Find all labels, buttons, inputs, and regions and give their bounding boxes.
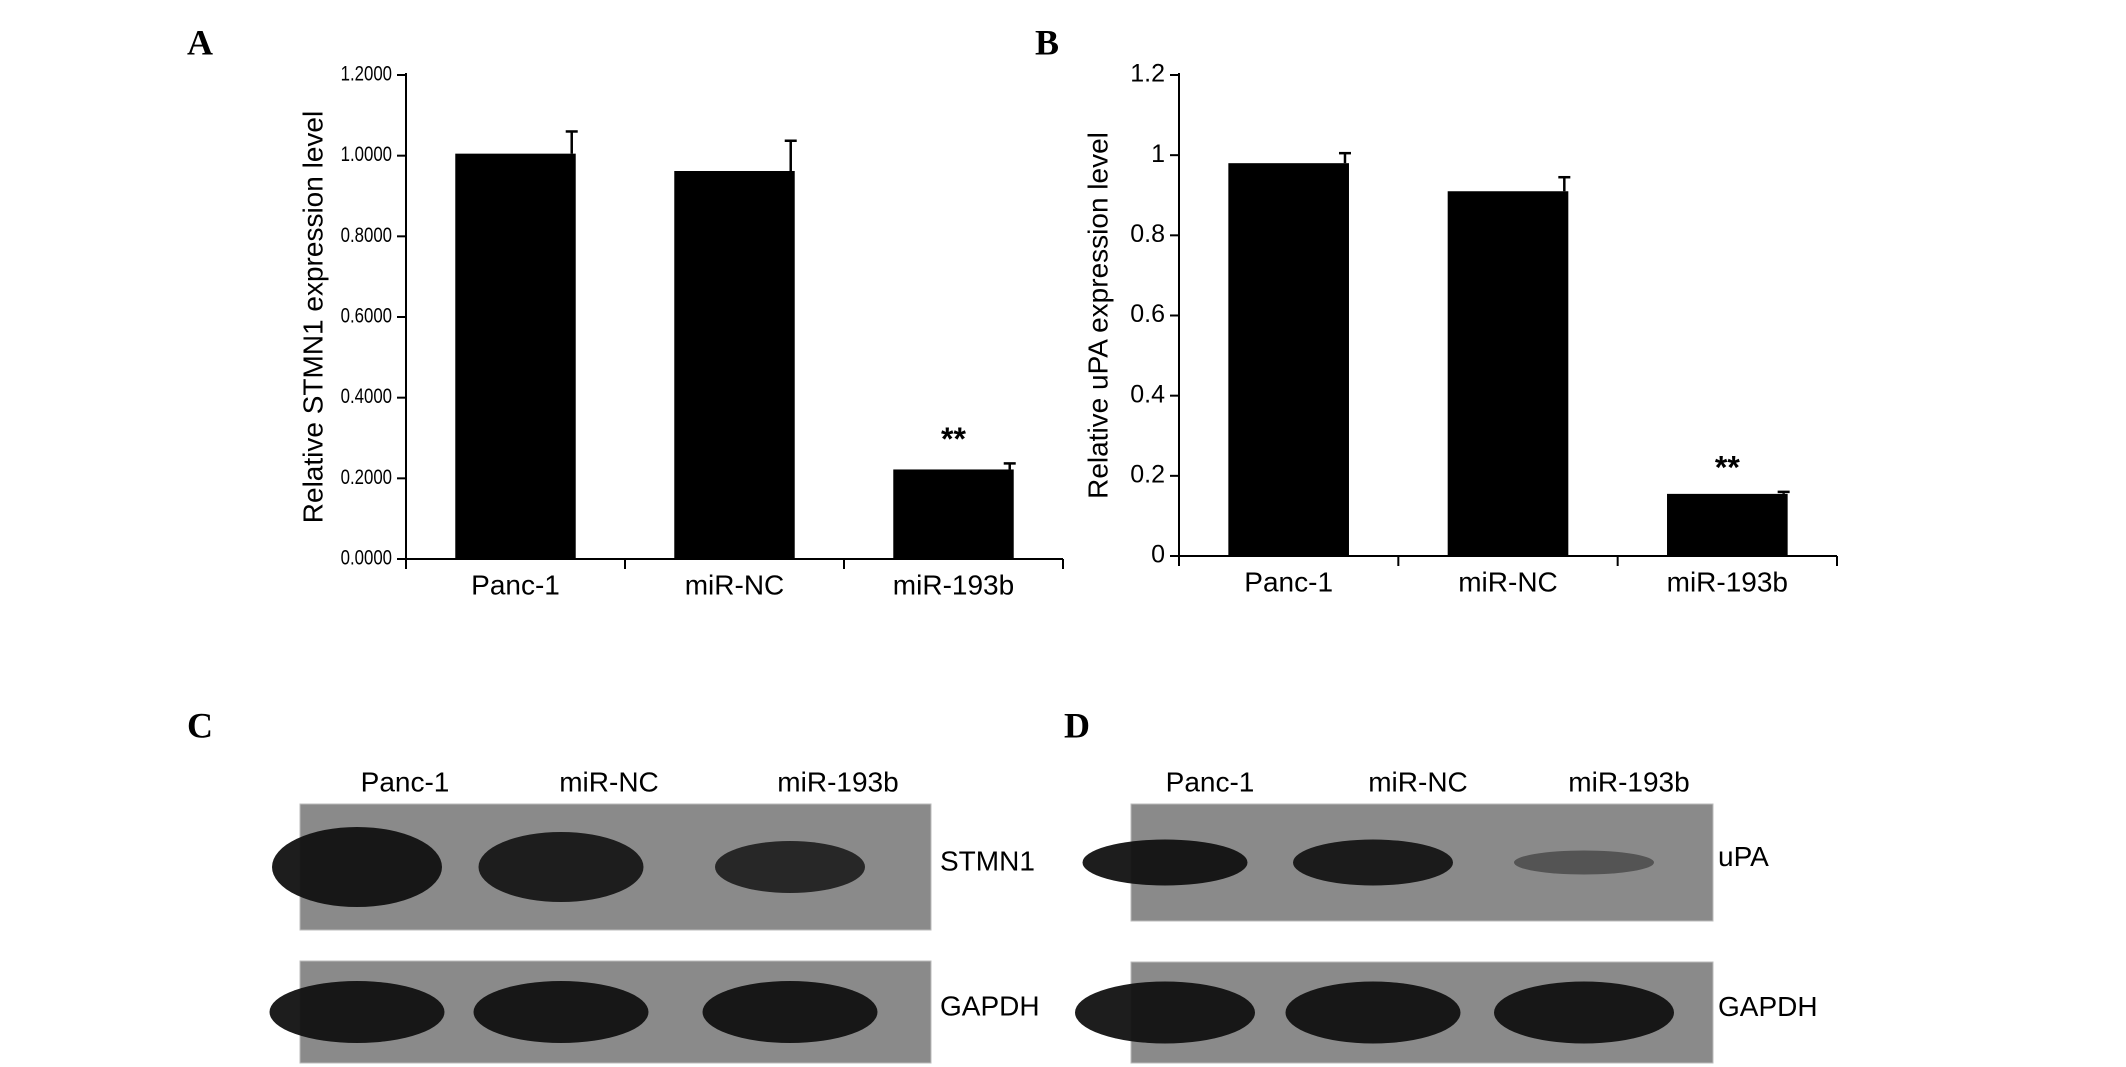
blot-band	[1514, 850, 1654, 875]
bar	[1447, 191, 1569, 556]
y-tick-label: 0.6000	[341, 305, 392, 328]
blot-band	[1494, 981, 1674, 1044]
bar	[1667, 493, 1788, 556]
row-label: GAPDH	[1718, 991, 1818, 1022]
y-tick-label: 0.4000	[341, 386, 392, 409]
x-tick-label: miR-193b	[1667, 566, 1788, 597]
lane-label: miR-NC	[1368, 766, 1468, 797]
x-tick-label: miR-193b	[893, 569, 1014, 600]
blot-band	[1075, 981, 1255, 1044]
y-tick-label: 1	[1151, 140, 1165, 168]
y-tick-label: 0	[1151, 541, 1165, 569]
blot-band	[1285, 981, 1461, 1044]
x-tick-label: miR-NC	[685, 569, 785, 600]
y-axis-label: Relative uPA expression level	[1082, 132, 1113, 499]
panel-label: D	[1064, 705, 1090, 745]
y-tick-label: 0.8000	[341, 224, 392, 247]
row-label: uPA	[1718, 841, 1769, 872]
y-tick-label: 0.2	[1130, 460, 1165, 488]
blot-band	[478, 832, 644, 902]
panel-label: B	[1035, 22, 1059, 62]
lane-label: Panc-1	[1166, 766, 1255, 797]
lane-label: miR-193b	[777, 766, 898, 797]
y-tick-label: 0.0000	[341, 547, 392, 570]
y-tick-label: 0.8	[1130, 220, 1165, 248]
bar	[455, 153, 576, 559]
x-tick-label: Panc-1	[1244, 566, 1333, 597]
y-axis-label: Relative STMN1 expression level	[297, 111, 328, 523]
y-tick-label: 1.0000	[341, 144, 392, 167]
blot-band	[272, 827, 442, 907]
row-label: STMN1	[940, 845, 1035, 876]
blot-band	[715, 841, 865, 893]
lane-label: Panc-1	[361, 766, 450, 797]
row-label: GAPDH	[940, 990, 1040, 1021]
x-tick-label: miR-NC	[1458, 566, 1558, 597]
y-tick-label: 0.6	[1130, 300, 1165, 328]
blot-band	[269, 981, 445, 1043]
bar	[674, 170, 795, 559]
y-tick-label: 1.2000	[341, 63, 392, 86]
y-tick-label: 1.2	[1130, 60, 1165, 88]
blot-band	[473, 981, 649, 1043]
blot-band	[1293, 839, 1453, 886]
panel-label: C	[187, 705, 213, 745]
y-tick-label: 0.2000	[341, 466, 392, 489]
blot-band	[702, 981, 878, 1043]
panel-label: A	[187, 22, 213, 62]
bar	[893, 469, 1014, 559]
x-tick-label: Panc-1	[471, 569, 560, 600]
bar	[1228, 163, 1349, 556]
significance-mark: **	[941, 421, 966, 457]
significance-mark: **	[1715, 449, 1740, 485]
blot-band	[1082, 839, 1248, 886]
y-tick-label: 0.4	[1130, 380, 1165, 408]
lane-label: miR-193b	[1568, 766, 1689, 797]
lane-label: miR-NC	[559, 766, 659, 797]
